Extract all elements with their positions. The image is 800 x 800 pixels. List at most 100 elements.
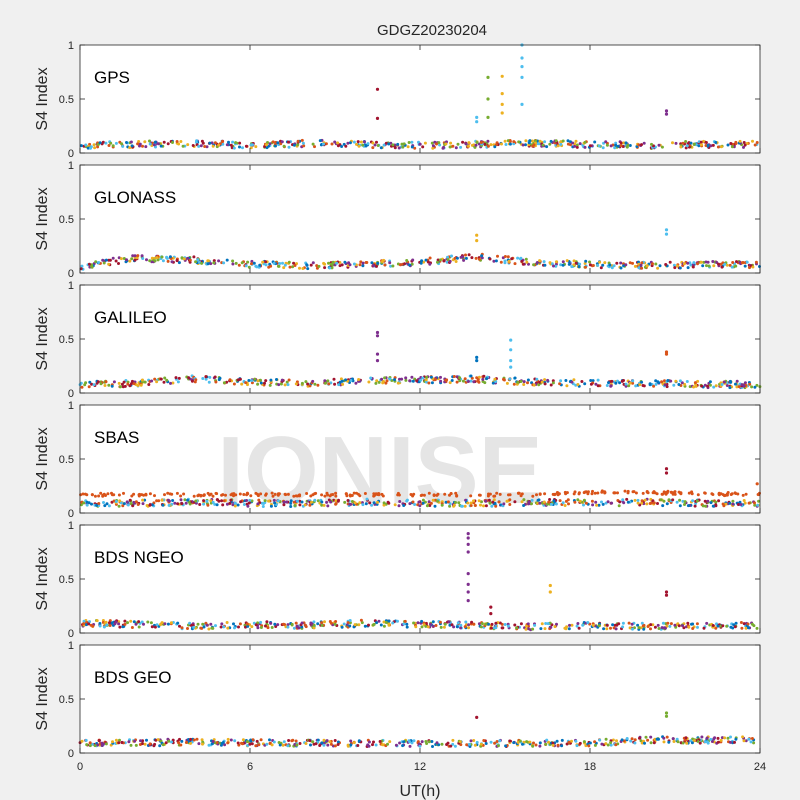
data-point bbox=[601, 146, 605, 150]
data-point bbox=[496, 744, 500, 748]
data-point bbox=[136, 503, 140, 506]
data-point bbox=[254, 491, 258, 495]
data-point bbox=[356, 744, 360, 747]
data-point bbox=[334, 620, 338, 623]
data-point bbox=[502, 502, 506, 506]
data-point bbox=[374, 381, 378, 385]
data-point bbox=[431, 745, 434, 748]
data-point bbox=[451, 144, 455, 148]
data-point bbox=[159, 623, 162, 626]
data-point bbox=[238, 141, 242, 145]
data-point bbox=[292, 494, 296, 498]
spike-point bbox=[520, 102, 524, 106]
data-point bbox=[470, 620, 474, 624]
data-point bbox=[567, 627, 571, 631]
data-point bbox=[574, 739, 578, 743]
data-point bbox=[274, 625, 278, 628]
data-point bbox=[600, 742, 604, 746]
data-point bbox=[233, 626, 236, 630]
data-point bbox=[346, 499, 350, 502]
data-point bbox=[410, 375, 414, 379]
data-point bbox=[461, 379, 465, 383]
data-point bbox=[591, 623, 595, 627]
data-point bbox=[693, 504, 697, 508]
data-point bbox=[489, 740, 493, 744]
data-point bbox=[137, 625, 141, 629]
y-tick-label: 1 bbox=[68, 280, 74, 292]
data-point bbox=[558, 382, 562, 386]
data-point bbox=[722, 494, 726, 498]
data-point bbox=[631, 627, 634, 631]
data-point bbox=[364, 144, 368, 148]
data-point bbox=[389, 264, 393, 268]
data-point bbox=[391, 143, 395, 147]
data-point bbox=[577, 265, 581, 269]
data-point bbox=[129, 140, 133, 144]
data-point bbox=[697, 144, 701, 148]
data-point bbox=[457, 501, 461, 505]
data-point bbox=[747, 501, 751, 505]
y-tick-label: 0 bbox=[68, 148, 74, 160]
data-point bbox=[702, 139, 705, 143]
data-point bbox=[256, 494, 260, 498]
data-point bbox=[743, 501, 747, 505]
data-point bbox=[415, 379, 419, 383]
data-point bbox=[130, 379, 134, 383]
data-point bbox=[575, 624, 579, 628]
data-point bbox=[470, 256, 474, 260]
data-point bbox=[582, 498, 586, 502]
data-point bbox=[322, 743, 326, 747]
data-point bbox=[664, 263, 668, 266]
data-point bbox=[230, 492, 234, 496]
data-point bbox=[484, 499, 488, 503]
data-point bbox=[227, 140, 230, 144]
data-point bbox=[719, 145, 723, 149]
panel-label: GLONASS bbox=[94, 188, 176, 207]
spike-point bbox=[500, 102, 504, 106]
data-point bbox=[743, 381, 747, 385]
data-point bbox=[153, 742, 157, 746]
data-point bbox=[488, 257, 492, 261]
data-point bbox=[648, 502, 652, 505]
data-point bbox=[273, 492, 277, 496]
data-point bbox=[413, 377, 417, 381]
data-point bbox=[323, 620, 326, 624]
data-point bbox=[194, 499, 198, 503]
data-point bbox=[555, 622, 558, 626]
data-point bbox=[544, 742, 548, 746]
data-point bbox=[175, 140, 179, 143]
data-point bbox=[420, 259, 424, 263]
data-point bbox=[272, 498, 276, 502]
data-point bbox=[134, 500, 138, 504]
data-point bbox=[637, 266, 641, 270]
data-point bbox=[726, 736, 730, 740]
data-point bbox=[460, 504, 464, 508]
data-point bbox=[446, 255, 449, 259]
data-point bbox=[228, 378, 232, 382]
data-point bbox=[208, 141, 212, 145]
data-point bbox=[246, 624, 250, 628]
data-point bbox=[491, 381, 495, 385]
data-point bbox=[396, 381, 400, 385]
data-point bbox=[649, 741, 653, 745]
data-point bbox=[469, 739, 473, 743]
data-point bbox=[164, 741, 168, 745]
data-point bbox=[343, 260, 347, 264]
spike-point bbox=[475, 115, 479, 119]
data-point bbox=[472, 499, 475, 503]
data-point bbox=[283, 263, 287, 267]
data-point bbox=[286, 383, 290, 387]
data-point bbox=[197, 144, 201, 148]
data-point bbox=[745, 260, 749, 264]
data-point bbox=[663, 383, 667, 387]
data-point bbox=[276, 141, 280, 145]
data-point bbox=[609, 144, 613, 148]
data-point bbox=[286, 625, 290, 629]
data-point bbox=[282, 144, 286, 148]
data-point bbox=[170, 740, 173, 744]
data-point bbox=[268, 738, 271, 742]
data-point bbox=[662, 736, 666, 740]
data-point bbox=[445, 743, 449, 746]
data-point bbox=[306, 267, 310, 271]
data-point bbox=[573, 500, 577, 504]
